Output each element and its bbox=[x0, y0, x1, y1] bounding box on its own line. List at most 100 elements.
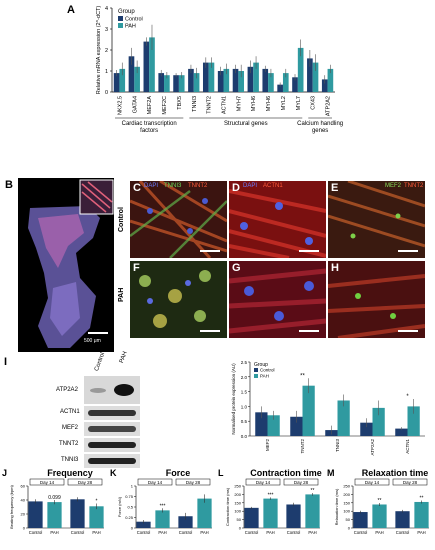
small-bar bbox=[47, 502, 62, 528]
a-bar bbox=[164, 75, 170, 92]
panel-letter-e: E bbox=[331, 182, 339, 194]
panel-letter-a: A bbox=[67, 4, 75, 16]
a-bar bbox=[282, 73, 289, 92]
a-x-tick-label: MYH6 bbox=[266, 96, 272, 111]
micrograph-c-texture bbox=[130, 181, 227, 258]
small-x-tick-label: Control bbox=[287, 530, 301, 535]
small-significance: * bbox=[96, 499, 98, 505]
blot-band-tnnt2 bbox=[84, 438, 140, 452]
small-bar bbox=[286, 504, 301, 528]
small-y-tick-label: 200 bbox=[234, 492, 241, 497]
panel-letter-b: B bbox=[5, 179, 13, 191]
small-chart-title: Force bbox=[166, 468, 191, 478]
i-y-tick-label: 0.0 bbox=[241, 434, 248, 439]
a-bar bbox=[202, 62, 209, 92]
a-bar bbox=[297, 47, 304, 92]
small-y-tick-label: 0.75 bbox=[125, 494, 134, 499]
a-x-tick-label: ACTN1 bbox=[222, 96, 228, 114]
panel-letter-d: D bbox=[232, 182, 240, 194]
a-group-label: Cardiac transcription factors bbox=[122, 121, 177, 134]
i-x-tick-label: MEF2 bbox=[265, 439, 270, 451]
i-significance: * bbox=[406, 394, 409, 400]
a-bar bbox=[149, 37, 155, 92]
i-y-tick-label: 2.0 bbox=[241, 375, 248, 380]
a-bar bbox=[128, 56, 135, 92]
small-y-tick-label: 150 bbox=[234, 500, 241, 505]
blot-band-mef2 bbox=[84, 422, 140, 436]
a-bar bbox=[217, 71, 224, 92]
small-x-tick-label: Control bbox=[354, 530, 368, 535]
blot-col-control: Control bbox=[94, 351, 107, 373]
panel-letter-c: C bbox=[133, 182, 141, 194]
blot-band-tnni3-fill bbox=[88, 458, 136, 464]
timepoint-label: Day 14 bbox=[256, 480, 271, 485]
small-y-tick-label: 20 bbox=[21, 512, 26, 517]
blot-col-pah: PAH bbox=[119, 350, 129, 365]
blot-band-actn1-fill bbox=[88, 410, 136, 416]
scale-bar-label: 500 μm bbox=[84, 338, 101, 344]
micrograph-h: H bbox=[328, 261, 425, 338]
timepoint-strip bbox=[137, 478, 173, 486]
timepoint-label: Day 14 bbox=[148, 480, 163, 485]
timepoint-strip bbox=[29, 478, 65, 486]
i-bar bbox=[407, 406, 420, 436]
micrograph-g-texture bbox=[229, 268, 326, 334]
small-y-label: Force (mN) bbox=[117, 496, 122, 517]
chart-l: L Contraction time Day 14 Day 28 0 50 100 150 20… bbox=[218, 468, 322, 535]
a-legend-swatch bbox=[118, 16, 123, 21]
small-x-tick-label: Control bbox=[179, 530, 193, 535]
blot-row-actn1: ACTN1 bbox=[60, 409, 80, 415]
small-x-tick-label: PAH bbox=[158, 530, 166, 535]
blot-row-mef2: MEF2 bbox=[62, 425, 79, 431]
small-y-tick-label: 50 bbox=[346, 517, 351, 522]
panel-letter-h: H bbox=[331, 262, 339, 274]
small-x-tick-label: PAH bbox=[308, 530, 316, 535]
timepoint-strip bbox=[354, 478, 390, 486]
a-bar bbox=[158, 73, 165, 92]
i-y-label: Normalised protein expression (AU) bbox=[231, 363, 236, 435]
label-c-tnni3: TNNI3 bbox=[164, 183, 182, 189]
a-x-tick-label: GATA4 bbox=[132, 96, 138, 113]
a-bar bbox=[223, 68, 230, 92]
panel-letter: M bbox=[327, 468, 335, 478]
small-bar bbox=[155, 510, 170, 528]
small-y-tick-label: 1 bbox=[131, 484, 134, 489]
small-significance: ** bbox=[311, 488, 315, 494]
small-x-tick-label: Control bbox=[396, 530, 410, 535]
a-y-tick-label: 3 bbox=[105, 27, 108, 33]
small-bar bbox=[395, 511, 410, 528]
a-legend-swatch bbox=[118, 23, 123, 28]
timepoint-label: Day 28 bbox=[403, 480, 418, 485]
micrograph-d-texture bbox=[229, 189, 326, 258]
timepoint-label: Day 28 bbox=[78, 480, 93, 485]
a-y-tick-label: 0 bbox=[105, 90, 108, 96]
i-legend-label: PAH bbox=[260, 374, 269, 379]
a-bar bbox=[238, 71, 245, 92]
small-y-tick-label: 100 bbox=[234, 509, 241, 514]
small-bar bbox=[263, 498, 278, 528]
small-significance: ** bbox=[420, 495, 424, 501]
a-bar bbox=[321, 79, 328, 92]
small-y-tick-label: 150 bbox=[343, 500, 350, 505]
a-bar bbox=[173, 75, 179, 92]
small-bar bbox=[197, 498, 212, 528]
small-y-tick-label: 0 bbox=[23, 526, 26, 531]
micrograph-d: D DAPI ACTN1 bbox=[229, 181, 326, 258]
small-significance: *** bbox=[160, 503, 166, 509]
small-bar bbox=[28, 501, 43, 528]
a-bar bbox=[292, 77, 298, 92]
a-bar bbox=[307, 58, 313, 92]
blot-row-atp2a2: ATP2A2 bbox=[56, 387, 78, 393]
panel-letter-i: I bbox=[4, 356, 8, 368]
blot-band-atp2a2 bbox=[84, 376, 140, 404]
small-bar bbox=[70, 499, 85, 528]
timepoint-label: Day 28 bbox=[186, 480, 201, 485]
tissue-overview-image: 500 μm bbox=[18, 178, 114, 352]
a-x-tick-label: MYH7 bbox=[236, 96, 242, 111]
timepoint-strip bbox=[245, 478, 281, 486]
small-x-tick-label: Control bbox=[29, 530, 43, 535]
a-y-tick-label: 4 bbox=[105, 6, 108, 12]
a-bar bbox=[262, 68, 269, 92]
i-x-tick-label: ACTN1 bbox=[405, 439, 410, 454]
micrograph-f: F bbox=[130, 261, 227, 338]
